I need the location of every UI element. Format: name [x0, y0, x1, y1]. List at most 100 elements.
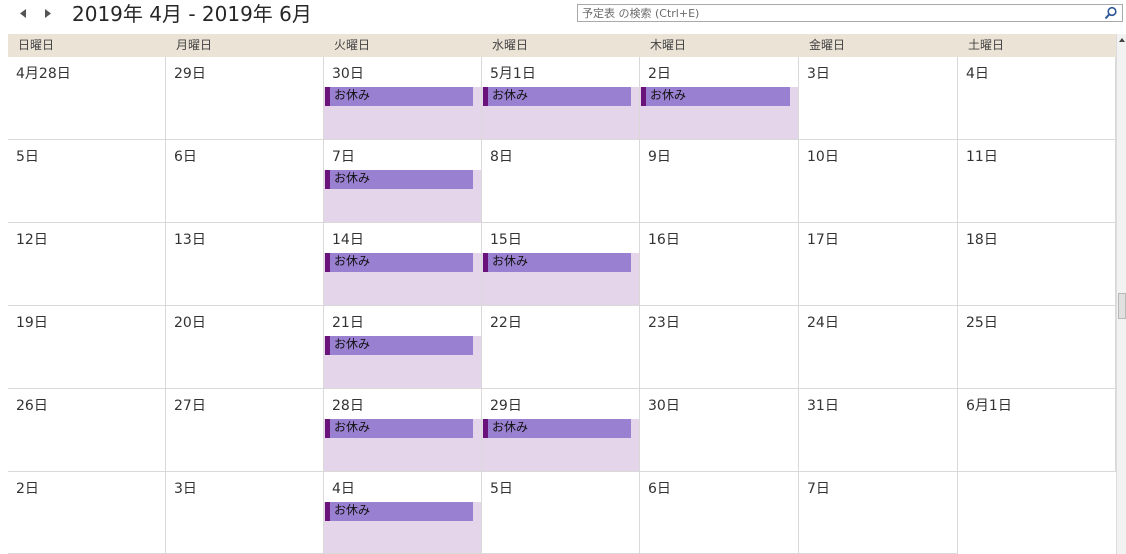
weekday-0: 日曜日	[18, 38, 55, 52]
day-number: 14日	[332, 232, 364, 248]
day-cell[interactable]: 3日	[799, 57, 958, 140]
day-cell[interactable]: 18日	[958, 223, 1116, 306]
day-number: 27日	[174, 398, 206, 414]
day-number: 30日	[332, 66, 364, 82]
day-cell[interactable]: 17日	[799, 223, 958, 306]
day-cell[interactable]: 2日	[8, 472, 166, 554]
event-item[interactable]: お休み	[325, 419, 473, 438]
day-number: 20日	[174, 315, 206, 331]
weekday-3: 水曜日	[492, 38, 529, 52]
day-number: 17日	[807, 232, 839, 248]
day-number: 7日	[807, 481, 830, 497]
day-cell[interactable]: 8日	[482, 140, 640, 223]
day-number: 21日	[332, 315, 364, 331]
day-cell[interactable]: 4月28日	[8, 57, 166, 140]
vertical-scrollbar[interactable]	[1116, 34, 1126, 554]
day-cell[interactable]: 10日	[799, 140, 958, 223]
day-cell[interactable]: 24日	[799, 306, 958, 389]
day-cell[interactable]: 29日	[166, 57, 324, 140]
day-cell[interactable]: 9日	[640, 140, 799, 223]
day-number: 4月28日	[16, 66, 71, 82]
day-cell[interactable]: 23日	[640, 306, 799, 389]
day-cell[interactable]: 6日	[640, 472, 799, 554]
day-number: 4日	[332, 481, 355, 497]
event-item[interactable]: お休み	[325, 87, 473, 106]
event-item[interactable]: お休み	[325, 253, 473, 272]
calendar-search-input[interactable]	[582, 5, 1082, 21]
day-number: 2日	[648, 66, 671, 82]
weekday-4: 木曜日	[650, 38, 687, 52]
day-cell[interactable]: 5日	[8, 140, 166, 223]
day-number: 24日	[807, 315, 839, 331]
triangle-left-icon	[20, 9, 26, 18]
day-cell[interactable]: 7日	[799, 472, 958, 554]
day-cell[interactable]: 3日	[166, 472, 324, 554]
day-number: 3日	[807, 66, 830, 82]
day-number: 18日	[966, 232, 998, 248]
triangle-right-icon	[45, 9, 51, 18]
event-item[interactable]: お休み	[483, 419, 631, 438]
day-cell[interactable]: 22日	[482, 306, 640, 389]
weekday-5: 金曜日	[809, 38, 846, 52]
calendar-toolbar: 2019年 4月 - 2019年 6月	[0, 0, 1126, 32]
search-icon[interactable]	[1104, 6, 1118, 20]
day-number: 30日	[648, 398, 680, 414]
calendar-search-box[interactable]	[577, 4, 1123, 22]
event-item[interactable]: お休み	[483, 87, 631, 106]
prev-period-button[interactable]	[16, 6, 32, 22]
day-cell[interactable]: 20日	[166, 306, 324, 389]
day-number: 29日	[490, 398, 522, 414]
day-number: 11日	[966, 149, 998, 165]
day-cell[interactable]: 4日	[958, 57, 1116, 140]
day-number: 5日	[490, 481, 513, 497]
day-cell[interactable]: 6日	[166, 140, 324, 223]
day-cell[interactable]: 26日	[8, 389, 166, 472]
day-cell[interactable]: 16日	[640, 223, 799, 306]
day-cell[interactable]: 6月1日	[958, 389, 1116, 472]
day-number: 22日	[490, 315, 522, 331]
day-number: 26日	[16, 398, 48, 414]
scroll-up-arrow-icon[interactable]	[1118, 36, 1126, 44]
day-cell[interactable]: 25日	[958, 306, 1116, 389]
day-number: 25日	[966, 315, 998, 331]
event-item[interactable]: お休み	[641, 87, 790, 106]
day-number: 29日	[174, 66, 206, 82]
day-number: 31日	[807, 398, 839, 414]
day-number: 15日	[490, 232, 522, 248]
day-number: 2日	[16, 481, 39, 497]
day-cell[interactable]: 5日	[482, 472, 640, 554]
weekday-1: 月曜日	[176, 38, 213, 52]
day-number: 3日	[174, 481, 197, 497]
weekday-header: 日曜日 月曜日 火曜日 水曜日 木曜日 金曜日 土曜日	[8, 34, 1116, 57]
day-cell[interactable]: 30日	[640, 389, 799, 472]
event-item[interactable]: お休み	[325, 336, 473, 355]
event-item[interactable]: お休み	[483, 253, 631, 272]
day-number: 6月1日	[966, 398, 1012, 414]
day-number: 19日	[16, 315, 48, 331]
event-item[interactable]: お休み	[325, 170, 473, 189]
scrollbar-thumb[interactable]	[1118, 293, 1126, 319]
day-number: 23日	[648, 315, 680, 331]
weekday-6: 土曜日	[968, 38, 1005, 52]
day-cell[interactable]: 31日	[799, 389, 958, 472]
day-number: 4日	[966, 66, 989, 82]
day-number: 13日	[174, 232, 206, 248]
date-range-title: 2019年 4月 - 2019年 6月	[72, 2, 312, 26]
day-number: 10日	[807, 149, 839, 165]
weekday-2: 火曜日	[334, 38, 371, 52]
day-cell[interactable]: 12日	[8, 223, 166, 306]
day-number: 7日	[332, 149, 355, 165]
day-number: 6日	[174, 149, 197, 165]
day-cell[interactable]: 13日	[166, 223, 324, 306]
next-period-button[interactable]	[40, 6, 56, 22]
day-cell[interactable]: 27日	[166, 389, 324, 472]
day-number: 6日	[648, 481, 671, 497]
month-grid: 4月28日 29日 30日 5月1日 2日 3日 4日 5日 6日 7日 8日 9日 10日 11日 12日…	[8, 57, 1116, 554]
day-cell[interactable]: 19日	[8, 306, 166, 389]
day-number: 5月1日	[490, 66, 536, 82]
day-number: 8日	[490, 149, 513, 165]
event-item[interactable]: お休み	[325, 502, 473, 521]
day-number: 28日	[332, 398, 364, 414]
day-number: 16日	[648, 232, 680, 248]
day-cell[interactable]: 11日	[958, 140, 1116, 223]
